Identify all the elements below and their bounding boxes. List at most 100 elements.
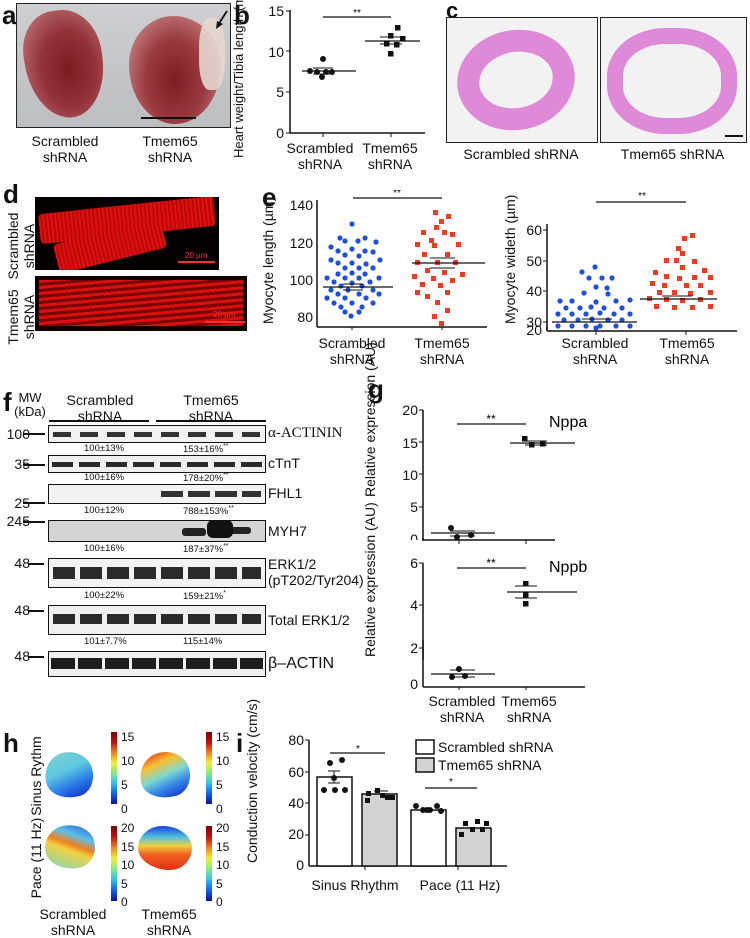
scale-bar [141,117,196,119]
panel-label-a: a [2,0,17,30]
label-line: Tmem65 [414,335,470,351]
svg-text:**: ** [393,190,401,199]
heart-scrambled [17,5,111,123]
svg-text:**: ** [486,412,496,426]
mw-marker: 245 [6,513,30,529]
y-label-text: Heart weight/Tibia length (mg/mm) [231,0,246,158]
chart-e-left: 140 120 100 80 ** [290,190,487,330]
svg-text:80: 80 [297,309,313,325]
colorbar-pace-tmem65 [206,826,212,901]
scale-bar [178,261,215,263]
label-line: shRNA [188,408,234,424]
tick: 0 [121,895,128,909]
chart-e-right: 60 50 40 30 ** [526,191,717,330]
tick: 15 [216,730,230,744]
panel-label-d: d [3,179,19,209]
protein-modification: (pT202/Tyr204) [268,572,364,588]
label-line: Tmem65 [362,140,418,156]
label-line: Scrambled [286,140,354,156]
label-line: shRNA [506,709,552,725]
label-line: shRNA [419,351,465,367]
blot-bands [51,658,263,669]
label-line: shRNA [77,408,123,424]
label-line: shRNA [664,351,710,367]
significance: ** [228,505,234,512]
x-label-e-left-scrambled: Scrambled shRNA [310,335,394,367]
svg-text:*: * [356,744,360,755]
mw-tick [23,521,45,523]
mw-tick [23,464,45,466]
blot-band [229,527,251,534]
mw-marker: 48 [14,602,30,618]
quant-scrambled: 101±7.7% [84,636,127,647]
x-label-b-tmem65: Tmem65 shRNA [352,140,428,172]
legend-swatch-scrambled [415,739,435,755]
tick: 0 [121,802,128,816]
mw-header: MW (kDa) [12,391,48,419]
x-label-b-scrambled: Scrambled shRNA [280,140,360,172]
svg-text:50: 50 [526,253,542,269]
label-line: shRNA [50,922,96,938]
y-axis-label-e-left: Myocyte length (µm) [260,197,276,324]
tick: 5 [121,876,128,891]
row-label-d-tmem65: Tmem65 shRNA [5,272,39,362]
blot-beta-actin [48,651,266,677]
legend-label-tmem65: Tmem65 shRNA [438,757,542,773]
blot-bands [53,614,261,624]
blot-alpha-actinin [48,425,266,443]
svg-text:2: 2 [410,640,418,656]
label-line: Scrambled [39,906,107,922]
x-label-e-right-scrambled: Scrambled shRNA [553,335,637,367]
x-label-g-tmem65: Tmem65 shRNA [494,693,564,725]
quant-scrambled: 100±16% [84,472,125,483]
y-axis-label-g-bottom: Relative expression (AU) [362,502,396,657]
mw-tick [23,502,45,504]
y-axis-label-i: Conduction velocity (cm/s) [244,699,278,863]
quant-value: 153±16% [183,444,224,456]
quant-value: 187±37% [183,544,224,556]
tick: 5 [276,84,284,100]
row-label-sinus: Sinus Rythm [28,736,44,816]
mw-marker: 48 [14,648,30,664]
protein-label: α-ACTININ [268,425,343,441]
panel-label-f: f [3,387,12,417]
protein-label: ERK1/2 (pT202/Tyr204) [268,556,364,588]
x-label-e-left-tmem65: Tmem65 shRNA [400,335,484,367]
myocyte-image-scrambled: 20 µm [35,197,219,270]
heart-photo [16,3,231,128]
label-line: Tmem65 [183,392,239,408]
y-axis-label-g-top: Relative expression (AU) [362,342,396,497]
mw-tick [28,563,44,565]
svg-text:10: 10 [402,467,418,483]
tick: 15 [121,839,135,854]
protein-label: FHL1 [268,485,303,501]
mw-marker: 35 [14,456,30,472]
svg-text:6: 6 [410,555,418,571]
panel-label-g: g [368,374,384,404]
histology-scrambled [446,17,598,143]
label-line: shRNA [439,709,485,725]
label-line: Scrambled [428,693,496,709]
scale-bar [205,321,245,323]
svg-text:40: 40 [526,283,542,299]
blot-perk [48,558,266,588]
tick: 0 [216,895,223,909]
tick: 15 [121,730,135,744]
blot-fhl1 [48,484,266,504]
colorbar-ticks: 15 10 5 0 [121,725,134,821]
quant-tmem65: 153±16%** [183,443,229,455]
tissue-ring [607,28,737,134]
label-line: shRNA [42,149,88,165]
blot-ctnt [48,455,266,473]
svg-text:5: 5 [410,499,418,515]
significance: * [223,590,226,597]
label-line: Tmem65 [142,133,198,149]
protein-label: cTnT [268,455,300,471]
colorbar-sinus-tmem65 [206,732,212,804]
protein-label: Total ERK1/2 [268,612,350,628]
arrow-icon [215,10,229,35]
activation-map-scrambled-pace [41,820,99,874]
mw-marker: 100 [6,426,30,442]
col-label-h-scrambled: Scrambled shRNA [33,906,113,938]
mw-tick [28,656,44,658]
